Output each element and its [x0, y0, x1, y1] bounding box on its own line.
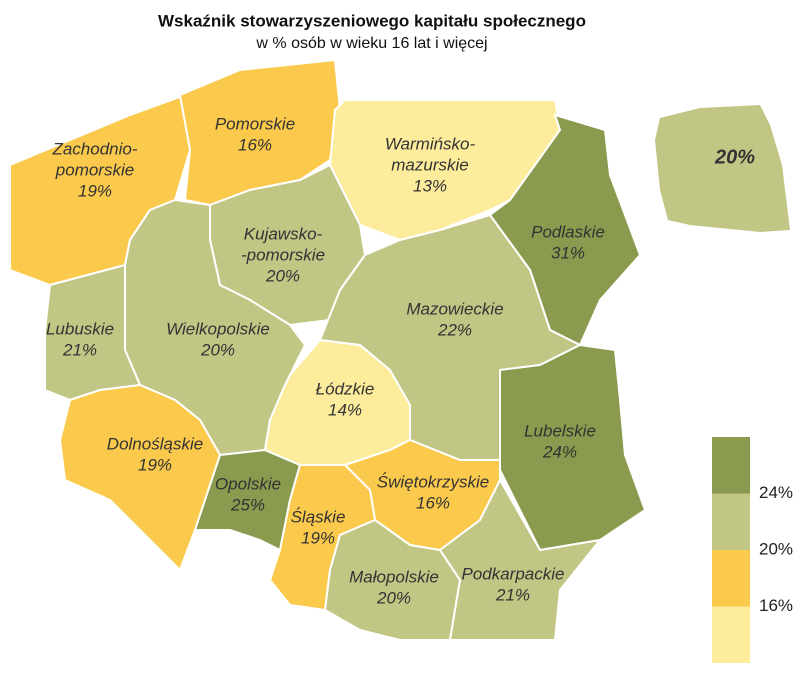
region-name: Lubuskie: [46, 319, 114, 338]
region-value: 19%: [78, 181, 112, 200]
region-name: -pomorskie: [241, 245, 325, 264]
region-name: pomorskie: [55, 160, 134, 179]
region-name: Zachodnio-: [51, 139, 137, 158]
region-value: 20%: [376, 588, 411, 607]
legend-label: 20%: [759, 539, 793, 558]
legend-label: 16%: [759, 596, 793, 615]
region-value: 14%: [328, 400, 362, 419]
national-value: 20%: [714, 146, 755, 168]
map-subtitle: w % osób w wieku 16 lat i więcej: [255, 35, 487, 52]
region-name: Dolnośląskie: [107, 434, 203, 453]
region-name: Wielkopolskie: [166, 319, 270, 338]
region-value: 19%: [138, 455, 172, 474]
region-value: 13%: [413, 176, 447, 195]
region-name: Kujawsko-: [244, 224, 323, 243]
region-name: Podkarpackie: [461, 564, 564, 583]
region-value: 21%: [62, 340, 97, 359]
region-value: 25%: [230, 495, 265, 514]
region-name: Mazowieckie: [406, 299, 503, 318]
region-name: Śląskie: [291, 507, 346, 526]
region-name: Podlaskie: [531, 222, 605, 241]
region-value: 24%: [542, 442, 577, 461]
region-value: 20%: [265, 266, 300, 285]
region-name: Lubelskie: [524, 421, 596, 440]
region-name: mazurskie: [391, 155, 468, 174]
region-value: 22%: [437, 320, 472, 339]
legend-swatch: [712, 493, 750, 550]
map-title: Wskaźnik stowarzyszeniowego kapitału spo…: [158, 11, 586, 30]
legend-label: 24%: [759, 483, 793, 502]
region-name: Łódzkie: [316, 379, 375, 398]
legend-swatch: [712, 437, 750, 494]
region-name: Pomorskie: [215, 114, 295, 133]
region-name: Warmińsko-: [385, 134, 476, 153]
region-name: Świętokrzyskie: [377, 472, 489, 491]
region-value: 16%: [416, 493, 450, 512]
region-value: 16%: [238, 135, 272, 154]
region: [438, 477, 603, 641]
region-name: Opolskie: [215, 474, 281, 493]
region-name: Małopolskie: [349, 567, 439, 586]
legend-swatch: [712, 606, 750, 663]
region-value: 19%: [301, 528, 335, 547]
region-value: 21%: [495, 585, 530, 604]
legend-swatch: [712, 550, 750, 607]
national-shape: [655, 105, 790, 232]
region-value: 20%: [200, 340, 235, 359]
region-value: 31%: [551, 243, 585, 262]
